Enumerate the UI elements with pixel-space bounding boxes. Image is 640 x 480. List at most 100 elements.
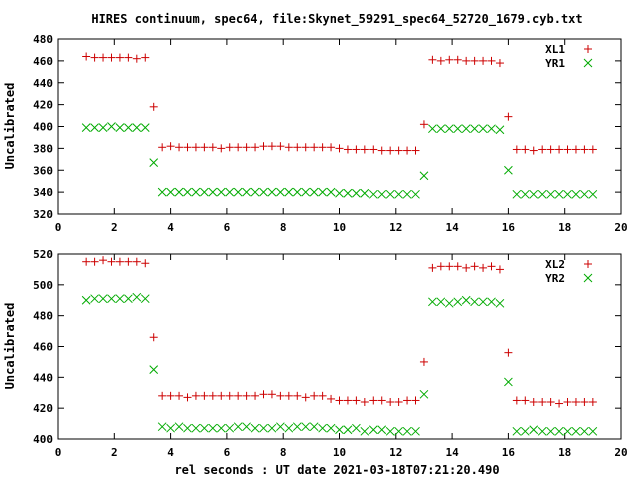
top-panel: Uncalibrated 0 2 4 6 8 10 12 14 16 18 20 320 340 360 3… xyxy=(3,33,628,234)
yr2-point xyxy=(563,426,572,436)
yr1-point xyxy=(276,187,285,197)
xl2-point xyxy=(352,396,361,405)
yr1-point xyxy=(292,187,302,197)
xl2-point xyxy=(504,348,513,357)
yr2-point xyxy=(191,423,201,433)
xl1-point xyxy=(453,55,462,64)
xl1-point xyxy=(445,55,454,64)
yr2-point xyxy=(529,425,539,435)
xl2-point xyxy=(335,396,344,405)
xl2-point xyxy=(521,396,530,405)
bottom-x-tick-label: 6 xyxy=(224,446,231,459)
yr2-point xyxy=(326,423,336,433)
yr2-point xyxy=(495,298,505,308)
top-y-tick-label: 420 xyxy=(33,99,53,112)
yr2-point xyxy=(385,426,395,436)
xl2-point xyxy=(259,390,268,399)
yr2-point xyxy=(124,294,133,304)
xl1-point xyxy=(538,145,547,154)
yr2-point xyxy=(166,423,175,433)
chart-title: HIRES continuum, spec64, file:Skynet_592… xyxy=(91,12,582,27)
xl2-point xyxy=(487,262,496,271)
yr2-point xyxy=(250,423,260,433)
yr2-point xyxy=(208,423,218,433)
xl2-point xyxy=(158,391,167,400)
top-x-tick-label: 14 xyxy=(445,221,459,234)
bottom-y-tick-label: 400 xyxy=(33,433,53,446)
yr1-point xyxy=(504,165,513,175)
xl2-point xyxy=(301,393,310,402)
xl1-point xyxy=(411,146,420,155)
xl2-point xyxy=(495,265,504,274)
xl1-point xyxy=(360,145,369,154)
xl1-point xyxy=(327,143,336,152)
yr2-point xyxy=(335,425,344,435)
xl1-point xyxy=(588,145,597,154)
yr2-point xyxy=(90,294,99,304)
yr2-point xyxy=(343,425,353,435)
yr1-point xyxy=(385,189,395,199)
yr2-point xyxy=(216,423,226,433)
top-x-tick-label: 6 xyxy=(224,221,231,234)
bottom-y-tick-label: 460 xyxy=(33,341,53,354)
xl1-point xyxy=(495,59,504,68)
bottom-x-tick-label: 18 xyxy=(558,446,571,459)
xl1-point xyxy=(335,144,344,153)
xl1-point xyxy=(571,145,580,154)
legend-marker-yr1 xyxy=(583,58,593,68)
series-yr1 xyxy=(81,122,598,199)
xl1-point xyxy=(529,146,538,155)
yr2-point xyxy=(233,422,243,432)
xl1-point xyxy=(259,142,268,151)
xl2-point xyxy=(555,399,564,408)
yr2-point xyxy=(428,297,437,307)
xl1-point xyxy=(436,56,445,65)
legend-marker-xl1 xyxy=(584,45,592,53)
xl2-point xyxy=(403,396,412,405)
yr2-point xyxy=(487,297,496,307)
xl2-point xyxy=(563,398,572,406)
top-y-tick-label: 440 xyxy=(33,77,53,90)
yr1-point xyxy=(216,187,226,197)
xl2-point xyxy=(115,257,124,266)
yr1-point xyxy=(512,189,522,199)
xl2-point xyxy=(377,396,386,405)
xl2-point xyxy=(90,257,99,266)
legend-marker-yr2 xyxy=(583,273,593,283)
bottom-x-tick-label: 20 xyxy=(614,446,627,459)
legend-label-yr1: YR1 xyxy=(545,57,565,70)
yr1-point xyxy=(191,187,201,197)
bottom-x-tick-label: 2 xyxy=(111,446,118,459)
bottom-y-axis-label: Uncalibrated xyxy=(3,303,17,390)
yr1-point xyxy=(537,189,547,199)
bottom-x-tick-label: 4 xyxy=(167,446,174,459)
top-x-tick-label: 10 xyxy=(333,221,346,234)
yr1-point xyxy=(90,123,99,132)
yr2-point xyxy=(284,423,294,433)
yr1-point xyxy=(571,189,581,199)
yr2-point xyxy=(537,426,547,436)
xl2-point xyxy=(234,391,243,400)
yr1-point xyxy=(453,124,463,134)
xl1-point xyxy=(284,143,293,152)
yr2-point xyxy=(157,422,167,432)
yr2-point xyxy=(453,297,463,307)
xl2-point xyxy=(479,263,488,272)
yr2-point xyxy=(107,294,116,304)
top-y-axis-label: Uncalibrated xyxy=(3,83,17,170)
xl2-point xyxy=(141,259,150,268)
top-data-points xyxy=(81,52,598,199)
bottom-y-tick-label: 480 xyxy=(33,310,53,323)
yr1-point xyxy=(470,124,479,134)
yr2-point xyxy=(461,295,471,305)
top-x-tick-label: 12 xyxy=(389,221,402,234)
xl1-point xyxy=(479,56,488,65)
xl1-point xyxy=(200,143,209,152)
yr2-point xyxy=(267,423,277,433)
yr1-point xyxy=(259,187,268,197)
xl1-point xyxy=(107,53,116,62)
xl2-point xyxy=(225,391,234,400)
yr2-point xyxy=(504,377,513,387)
